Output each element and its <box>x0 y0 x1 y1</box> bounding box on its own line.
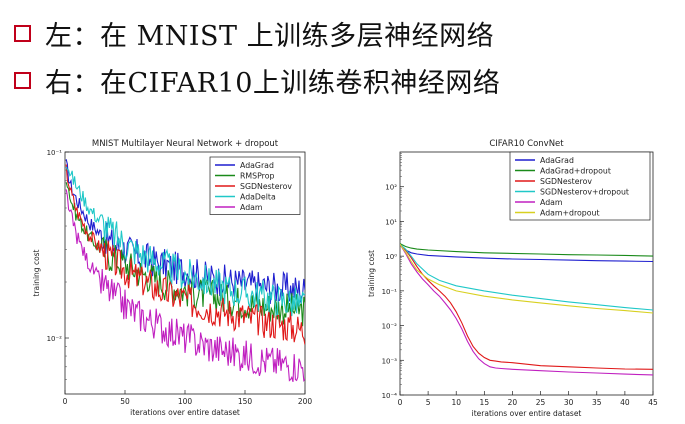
y-tick-label: 10⁻⁴ <box>382 392 398 400</box>
bullet-row-mnist: 左：在 MNIST 上训练多层神经网络 <box>14 14 494 53</box>
y-tick-label: 10⁰ <box>385 253 397 261</box>
x-tick-label: 50 <box>120 397 130 406</box>
x-tick-label: 45 <box>648 398 658 407</box>
x-axis-label: iterations over entire dataset <box>130 408 240 417</box>
bullet-square-icon <box>14 25 31 42</box>
series-line-adam <box>65 189 305 382</box>
x-axis-label: iterations over entire dataset <box>472 409 582 418</box>
mnist-chart: MNIST Multilayer Neural Network + dropou… <box>32 139 313 417</box>
bullet-text-mnist: 左：在 MNIST 上训练多层神经网络 <box>45 21 495 52</box>
y-axis-label: training cost <box>32 249 41 296</box>
chart-title: CIFAR10 ConvNet <box>489 139 564 149</box>
x-tick-label: 0 <box>398 398 403 407</box>
y-tick-label: 10⁻³ <box>382 357 398 365</box>
y-tick-label: 10⁻¹ <box>382 288 398 296</box>
x-tick-label: 5 <box>426 398 431 407</box>
series-line-sgdnesterov <box>65 164 305 345</box>
x-tick-label: 15 <box>480 398 490 407</box>
legend-label: RMSProp <box>240 172 274 181</box>
y-axis-label: training cost <box>367 250 376 297</box>
series-line-adam <box>400 244 653 376</box>
y-tick-label: 10⁻¹ <box>47 149 63 157</box>
x-tick-label: 100 <box>178 397 193 406</box>
y-tick-label: 10¹ <box>385 218 397 226</box>
series-line-adam-dropout <box>400 243 653 314</box>
bullet-square-icon <box>14 72 31 89</box>
legend-label: AdaDelta <box>240 193 276 202</box>
x-tick-label: 20 <box>508 398 518 407</box>
legend-label: Adam <box>540 198 563 207</box>
x-tick-label: 35 <box>592 398 602 407</box>
series-line-adadelta <box>65 166 305 317</box>
x-tick-label: 25 <box>536 398 546 407</box>
series-line-adagrad <box>65 159 305 305</box>
series-line-adagrad-dropout <box>400 243 653 257</box>
legend-label: SGDNesterov+dropout <box>540 188 629 197</box>
x-tick-label: 40 <box>620 398 630 407</box>
legend-label: Adam <box>240 203 263 212</box>
legend-label: SGDNesterov <box>240 182 292 191</box>
y-tick-label: 10⁻² <box>382 323 398 331</box>
legend-label: SGDNesterov <box>540 177 592 186</box>
y-tick-label: 10⁻² <box>47 335 63 343</box>
x-tick-label: 30 <box>564 398 574 407</box>
legend-box <box>509 151 651 221</box>
series-line-sgdnesterov-dropout <box>400 243 653 311</box>
x-tick-label: 0 <box>63 397 68 406</box>
bullet-text-cifar: 右：在CIFAR10上训练卷积神经网络 <box>45 68 501 99</box>
legend-label: AdaGrad+dropout <box>540 167 611 176</box>
chart-title: MNIST Multilayer Neural Network + dropou… <box>92 139 279 149</box>
x-tick-label: 10 <box>451 398 461 407</box>
legend-label: Adam+dropout <box>540 209 600 218</box>
x-tick-label: 150 <box>238 397 253 406</box>
y-tick-label: 10² <box>385 184 397 192</box>
bullet-row-cifar: 右：在CIFAR10上训练卷积神经网络 <box>14 61 500 100</box>
legend-label: AdaGrad <box>240 161 274 170</box>
series-line-adagrad <box>400 243 653 263</box>
x-tick-label: 200 <box>298 397 313 406</box>
cifar10-chart: CIFAR10 ConvNet 0 5 10 15 20 25 30 35 40 45 10² 10¹ 1… <box>367 139 658 418</box>
legend-label: AdaGrad <box>540 156 574 165</box>
